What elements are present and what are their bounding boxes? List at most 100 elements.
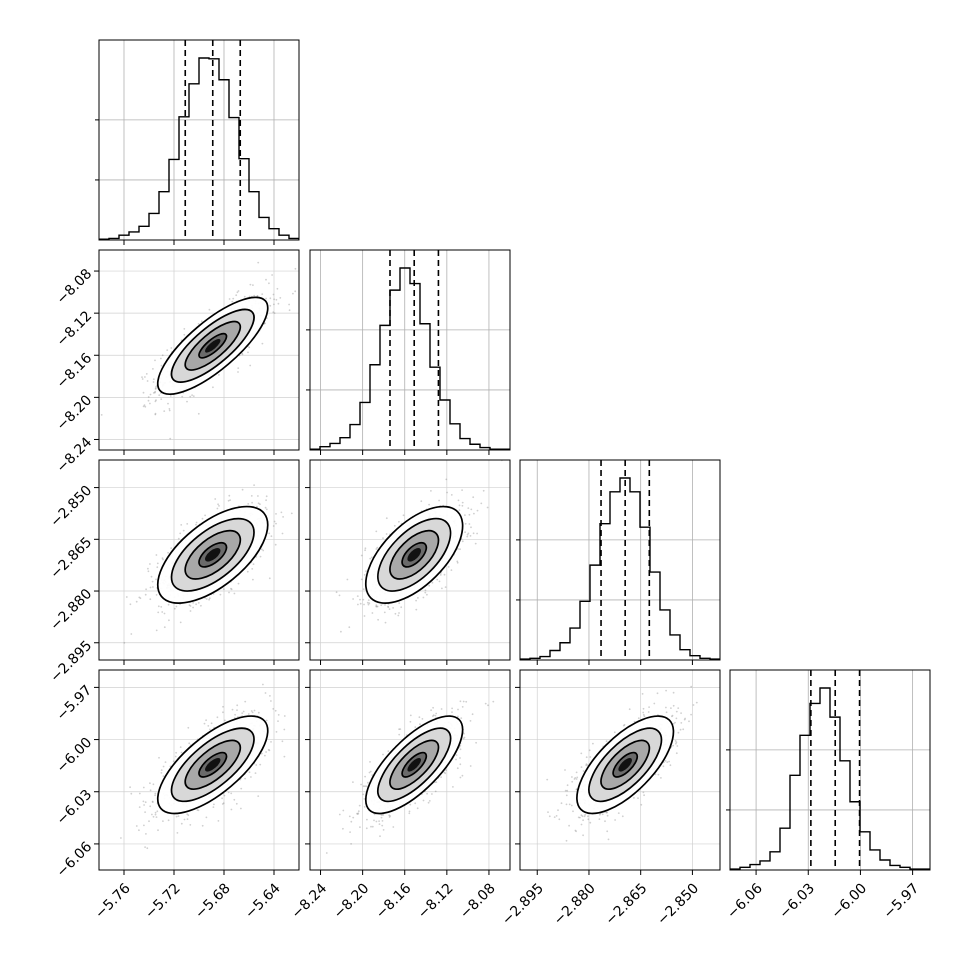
scatter-point xyxy=(375,530,378,533)
scatter-point xyxy=(144,801,147,804)
scatter-point xyxy=(162,765,165,768)
scatter-point xyxy=(409,720,412,723)
panel-2-0 xyxy=(94,459,302,665)
scatter-point xyxy=(282,516,284,518)
scatter-point xyxy=(167,551,170,554)
scatter-point xyxy=(275,298,278,301)
scatter-point xyxy=(474,542,477,545)
panel-frame xyxy=(309,249,511,451)
scatter-point xyxy=(271,274,273,276)
scatter-point xyxy=(265,278,267,281)
scatter-point xyxy=(679,728,682,731)
scatter-point xyxy=(450,494,453,496)
scatter-point xyxy=(378,820,380,822)
scatter-point xyxy=(257,711,260,714)
scatter-point xyxy=(208,308,211,311)
scatter-point xyxy=(451,711,453,713)
panel-3-1 xyxy=(305,669,511,875)
panel-3-0 xyxy=(94,669,300,875)
scatter-point xyxy=(227,499,230,502)
scatter-point xyxy=(582,834,584,837)
scatter-point xyxy=(294,267,297,270)
scatter-point xyxy=(385,533,388,535)
scatter-point xyxy=(272,708,275,710)
scatter-point xyxy=(201,517,204,520)
scatter-point xyxy=(369,761,371,763)
scatter-point xyxy=(606,814,609,817)
scatter-point xyxy=(455,754,458,756)
scatter-point xyxy=(157,605,160,608)
scatter-point xyxy=(163,612,166,615)
scatter-point xyxy=(237,367,240,369)
scatter-point xyxy=(473,512,475,515)
scatter-point xyxy=(149,789,152,792)
scatter-point xyxy=(274,709,277,712)
scatter-point xyxy=(272,525,275,527)
scatter-point xyxy=(100,414,103,416)
scatter-point xyxy=(380,816,383,819)
scatter-point xyxy=(251,501,254,504)
scatter-point xyxy=(255,764,258,766)
scatter-point xyxy=(207,725,210,727)
scatter-point xyxy=(203,722,206,725)
scatter-point xyxy=(416,807,419,810)
scatter-point xyxy=(259,763,262,766)
scatter-point xyxy=(182,529,185,532)
scatter-point xyxy=(426,792,428,795)
scatter-point xyxy=(142,800,145,803)
scatter-point xyxy=(443,771,446,774)
scatter-point xyxy=(461,504,464,507)
scatter-point xyxy=(375,605,378,608)
scatter-point xyxy=(468,523,471,525)
scatter-point xyxy=(268,749,271,752)
scatter-point xyxy=(471,713,474,716)
scatter-point xyxy=(230,588,233,591)
scatter-point xyxy=(398,602,401,604)
scatter-point xyxy=(216,507,219,510)
scatter-point xyxy=(130,633,133,635)
scatter-point xyxy=(166,349,169,351)
scatter-point xyxy=(382,753,384,756)
scatter-point xyxy=(380,814,383,816)
scatter-point xyxy=(155,554,158,556)
scatter-point xyxy=(365,827,368,830)
scatter-point xyxy=(222,588,225,590)
scatter-point xyxy=(233,592,236,595)
scatter-point xyxy=(675,741,678,744)
scatter-point xyxy=(222,711,224,714)
scatter-point xyxy=(369,557,372,560)
scatter-point xyxy=(221,803,224,805)
scatter-point xyxy=(251,568,254,570)
scatter-point xyxy=(642,713,645,716)
scatter-point xyxy=(352,598,354,600)
scatter-point xyxy=(368,602,371,605)
scatter-point xyxy=(350,820,353,823)
scatter-point xyxy=(571,780,574,783)
scatter-point xyxy=(143,804,146,806)
scatter-point xyxy=(241,712,244,714)
scatter-point xyxy=(338,594,341,597)
scatter-point xyxy=(189,610,192,612)
scatter-point xyxy=(147,399,150,402)
scatter-point xyxy=(440,776,442,778)
scatter-point xyxy=(265,499,267,502)
scatter-point xyxy=(145,373,148,375)
scatter-point xyxy=(382,813,385,816)
scatter-point xyxy=(201,824,204,827)
scatter-point xyxy=(169,437,172,440)
scatter-point xyxy=(398,612,400,614)
scatter-point xyxy=(154,813,157,816)
scatter-point xyxy=(288,303,290,306)
scatter-point xyxy=(247,503,250,505)
density-core xyxy=(407,757,421,772)
scatter-point xyxy=(300,498,302,500)
scatter-point xyxy=(387,605,389,608)
scatter-point xyxy=(234,713,237,716)
scatter-point xyxy=(365,570,367,572)
scatter-point xyxy=(441,587,443,590)
scatter-point xyxy=(362,793,365,796)
scatter-point xyxy=(356,595,359,597)
histogram-2 xyxy=(520,477,720,660)
panel-frame xyxy=(519,459,721,661)
scatter-point xyxy=(236,704,239,707)
